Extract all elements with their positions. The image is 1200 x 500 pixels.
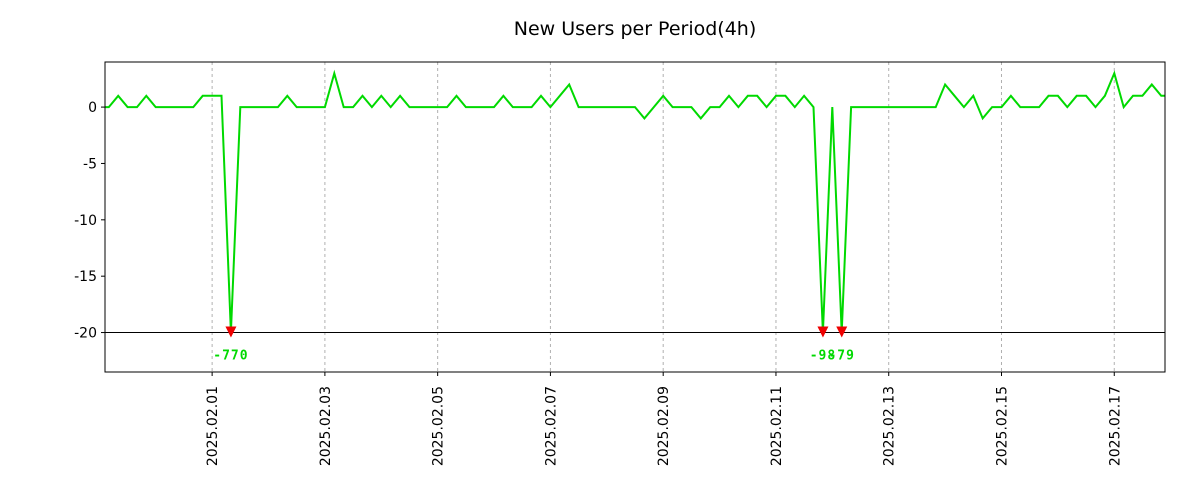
y-tick-label: -10 <box>74 213 97 229</box>
x-tick-label: 2025.02.09 <box>656 386 672 466</box>
plot-frame <box>104 61 1166 373</box>
y-tick-label: -20 <box>74 326 97 342</box>
clip-annotations: -770 -98-79 <box>213 326 854 364</box>
clip-marker-icon <box>817 326 829 338</box>
x-tick-label: 2025.02.07 <box>543 386 559 466</box>
x-tick-label: 2025.02.03 <box>318 386 334 466</box>
clip-value-label: -79 <box>828 349 854 364</box>
clip-value-label: -770 <box>213 349 248 364</box>
y-axis: 0 -5 -10 -15 -20 <box>74 100 105 342</box>
clip-value-label: -98 <box>810 349 836 364</box>
clip-marker-icon <box>225 326 237 338</box>
x-tick-label: 2025.02.17 <box>1107 386 1123 466</box>
x-tick-label: 2025.02.05 <box>431 386 447 466</box>
x-tick-label: 2025.02.11 <box>769 386 785 466</box>
y-tick-label: -5 <box>83 156 97 172</box>
gridlines <box>211 62 1115 372</box>
x-axis: 2025.02.01 2025.02.03 2025.02.05 2025.02.07… <box>205 372 1123 466</box>
chart-title: New Users per Period(4h) <box>513 18 757 40</box>
x-tick-label: 2025.02.13 <box>882 386 898 466</box>
x-tick-label: 2025.02.01 <box>205 386 221 466</box>
y-tick-label: -15 <box>74 269 97 285</box>
clip-marker-icon <box>836 326 848 338</box>
x-tick-label: 2025.02.15 <box>994 386 1010 466</box>
series-line <box>105 69 1165 333</box>
y-tick-label: 0 <box>88 100 97 116</box>
